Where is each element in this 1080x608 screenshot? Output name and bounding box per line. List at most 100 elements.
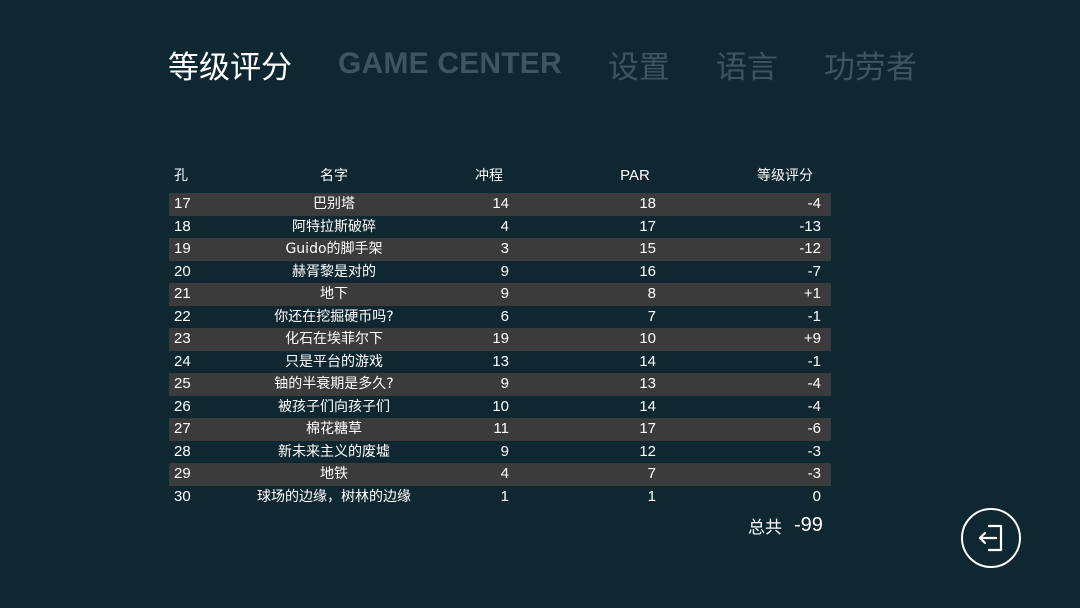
- cell-name: Guido的脚手架: [285, 241, 383, 257]
- header-strokes: 冲程: [475, 168, 503, 184]
- tab-game-center[interactable]: GAME CENTER: [338, 47, 562, 80]
- cell-name: 新未来主义的废墟: [278, 443, 390, 460]
- table-row: 29 地铁 4 7 -3: [169, 463, 831, 486]
- cell-name: 巴别塔: [313, 196, 355, 212]
- table-row: 28 新未来主义的废墟 9 12 -3: [169, 441, 831, 464]
- total-score: 总共 -99: [748, 512, 823, 538]
- cell-strokes: 19: [492, 330, 509, 347]
- cell-name: 棉花糖草: [306, 421, 362, 437]
- table-row: 30 球场的边缘，树林的边缘 1 1 0: [169, 486, 831, 509]
- cell-hole: 25: [174, 375, 191, 392]
- cell-strokes: 1: [500, 487, 509, 505]
- cell-par: 13: [639, 375, 656, 392]
- cell-name: 你还在挖掘硬币吗?: [274, 308, 394, 325]
- cell-strokes: 14: [492, 195, 509, 212]
- cell-score: -1: [807, 307, 821, 325]
- cell-score: -1: [807, 352, 821, 370]
- table-row: 26 被孩子们向孩子们 10 14 -4: [169, 396, 831, 419]
- cell-score: 0: [812, 487, 821, 505]
- cell-strokes: 6: [500, 307, 509, 325]
- cell-name: 地下: [320, 286, 348, 302]
- cell-name: 球场的边缘，树林的边缘: [257, 488, 411, 505]
- cell-par: 7: [647, 307, 656, 325]
- table-row: 22 你还在挖掘硬币吗? 6 7 -1: [169, 306, 831, 329]
- cell-hole: 17: [174, 195, 191, 212]
- cell-strokes: 9: [500, 262, 509, 280]
- table-row: 23 化石在埃菲尔下 19 10 +9: [169, 328, 831, 351]
- cell-strokes: 4: [500, 217, 509, 235]
- header-par: PAR: [620, 167, 650, 184]
- cell-strokes: 9: [500, 442, 509, 460]
- cell-hole: 20: [174, 262, 191, 280]
- table-row: 18 阿特拉斯破碎 4 17 -13: [169, 216, 831, 239]
- table-row: 19 Guido的脚手架 3 15 -12: [169, 238, 831, 261]
- cell-score: -3: [807, 465, 821, 482]
- cell-par: 1: [647, 487, 656, 505]
- cell-hole: 21: [174, 285, 191, 302]
- cell-name: 地铁: [320, 466, 348, 482]
- cell-score: -4: [807, 397, 821, 415]
- cell-hole: 28: [174, 442, 191, 460]
- cell-strokes: 11: [493, 420, 509, 437]
- table-header: 孔 名字 冲程 PAR 等级评分: [169, 165, 831, 187]
- cell-hole: 30: [174, 487, 191, 505]
- cell-par: 14: [639, 352, 656, 370]
- score-table: 孔 名字 冲程 PAR 等级评分 17 巴别塔 14 18 -4 18 阿特拉斯破碎 4 17-…: [169, 165, 831, 508]
- cell-strokes: 13: [492, 352, 509, 370]
- tab-credits[interactable]: 功劳者: [823, 49, 917, 86]
- cell-score: -13: [799, 217, 821, 235]
- tab-language[interactable]: 语言: [715, 49, 778, 86]
- header-score: 等级评分: [757, 168, 813, 184]
- cell-name: 赫胥黎是对的: [292, 263, 376, 280]
- table-body: 17 巴别塔 14 18 -4 18 阿特拉斯破碎 4 17 -13 19 Guido的脚手架 3 15-…: [169, 193, 831, 508]
- cell-par: 12: [639, 442, 656, 460]
- cell-par: 17: [639, 217, 656, 235]
- cell-strokes: 10: [492, 397, 509, 415]
- cell-score: -6: [807, 420, 821, 437]
- header-hole: 孔: [174, 168, 188, 184]
- cell-hole: 24: [174, 352, 191, 370]
- cell-strokes: 4: [500, 465, 509, 482]
- main-tabs: 等级评分 GAME CENTER 设置 语言 功劳者: [168, 40, 963, 88]
- cell-strokes: 9: [500, 375, 509, 392]
- cell-par: 8: [647, 285, 656, 302]
- cell-score: -7: [807, 262, 821, 280]
- cell-name: 只是平台的游戏: [285, 353, 383, 370]
- cell-hole: 18: [174, 217, 191, 235]
- table-row: 20 赫胥黎是对的 9 16 -7: [169, 261, 831, 284]
- cell-hole: 26: [174, 397, 191, 415]
- cell-par: 14: [639, 397, 656, 415]
- table-row: 21 地下 9 8 +1: [169, 283, 831, 306]
- cell-hole: 19: [174, 240, 191, 257]
- tab-leaderboard[interactable]: 等级评分: [168, 49, 292, 86]
- exit-door-icon: [978, 524, 1003, 552]
- total-label: 总共: [748, 517, 782, 538]
- cell-par: 10: [639, 330, 656, 347]
- cell-par: 18: [639, 195, 656, 212]
- cell-name: 化石在埃菲尔下: [285, 331, 383, 347]
- table-row: 24 只是平台的游戏 13 14 -1: [169, 351, 831, 374]
- total-value: -99: [794, 513, 823, 536]
- cell-score: +1: [803, 285, 821, 302]
- tab-settings[interactable]: 设置: [607, 49, 670, 86]
- cell-par: 7: [647, 465, 656, 482]
- cell-name: 阿特拉斯破碎: [292, 218, 376, 235]
- table-row: 25 铀的半衰期是多久? 9 13 -4: [169, 373, 831, 396]
- cell-hole: 29: [174, 465, 191, 482]
- cell-par: 15: [639, 240, 656, 257]
- cell-name: 被孩子们向孩子们: [278, 398, 390, 415]
- cell-name: 铀的半衰期是多久?: [274, 376, 394, 392]
- cell-strokes: 9: [500, 285, 509, 302]
- table-row: 17 巴别塔 14 18 -4: [169, 193, 831, 216]
- cell-score: -4: [807, 195, 821, 212]
- cell-score: +9: [803, 330, 821, 347]
- exit-button[interactable]: [961, 508, 1021, 568]
- cell-par: 16: [639, 262, 656, 280]
- cell-par: 17: [639, 420, 656, 437]
- cell-hole: 27: [174, 420, 191, 437]
- cell-strokes: 3: [500, 240, 509, 257]
- cell-score: -3: [807, 442, 821, 460]
- cell-hole: 23: [174, 330, 191, 347]
- cell-score: -4: [807, 375, 821, 392]
- table-row: 27 棉花糖草 11 17 -6: [169, 418, 831, 441]
